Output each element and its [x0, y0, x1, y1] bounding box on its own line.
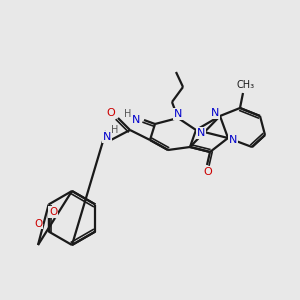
Text: N: N — [174, 109, 182, 119]
Text: O: O — [204, 167, 212, 177]
Text: N: N — [211, 108, 219, 118]
Text: O: O — [106, 108, 116, 118]
Text: O: O — [49, 207, 57, 217]
Text: H: H — [124, 109, 132, 119]
Text: N: N — [132, 115, 140, 125]
Text: CH₃: CH₃ — [237, 80, 255, 90]
Text: O: O — [34, 219, 42, 229]
Text: N: N — [229, 135, 237, 145]
Text: N: N — [197, 128, 205, 138]
Text: N: N — [103, 132, 111, 142]
Text: H: H — [111, 125, 119, 135]
